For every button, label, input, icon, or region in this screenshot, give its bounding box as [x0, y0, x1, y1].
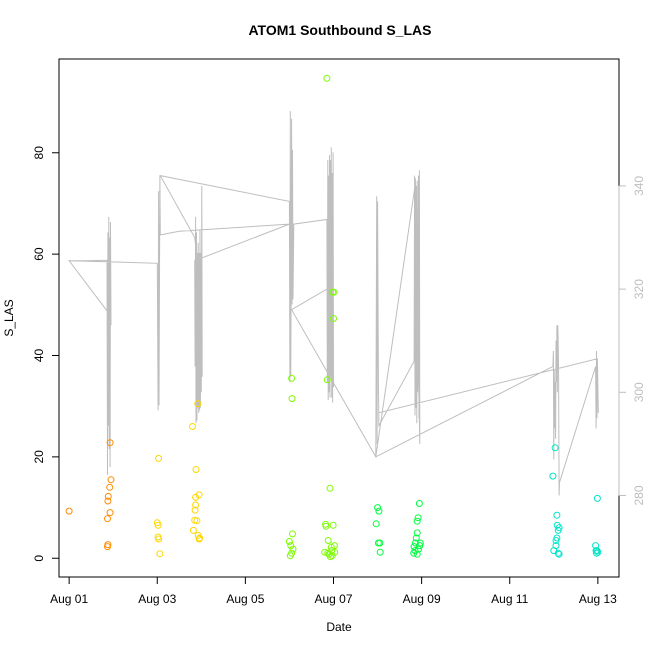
data-point — [553, 534, 561, 542]
data-point — [414, 514, 422, 522]
scatter-points — [65, 74, 602, 561]
y-tick-label: 60 — [32, 247, 46, 261]
data-point — [189, 423, 196, 430]
data-point — [326, 484, 334, 492]
data-point — [330, 315, 337, 322]
data-point — [289, 545, 297, 553]
right-tick-label: 340 — [632, 176, 646, 196]
x-tick-label: Aug 13 — [579, 592, 617, 606]
right-axis-series-line — [68, 111, 599, 496]
data-point — [415, 500, 423, 507]
data-point — [192, 501, 200, 509]
data-point — [374, 504, 382, 512]
data-point — [104, 497, 112, 505]
data-point — [412, 534, 420, 542]
data-point — [549, 472, 557, 480]
data-point — [65, 507, 73, 515]
x-tick-label: Aug 01 — [50, 592, 88, 606]
data-point — [285, 538, 293, 545]
data-point — [413, 529, 421, 537]
data-point — [155, 535, 163, 543]
x-axis-label: Date — [326, 620, 352, 634]
data-point — [553, 511, 561, 519]
data-point — [551, 444, 559, 452]
data-point — [593, 549, 600, 557]
data-point — [321, 548, 329, 556]
data-point — [193, 517, 201, 525]
right-axis-line — [68, 111, 599, 496]
data-point — [191, 506, 199, 514]
right-axis: 280 300 320 340 — [618, 176, 646, 505]
right-tick-label: 280 — [632, 485, 646, 505]
data-point — [593, 494, 601, 502]
data-point — [195, 491, 203, 499]
data-point — [106, 439, 114, 447]
x-tick-label: Aug 05 — [226, 592, 264, 606]
x-tick-label: Aug 03 — [138, 592, 176, 606]
data-point — [196, 534, 204, 542]
data-point — [376, 539, 384, 547]
right-tick-label: 300 — [632, 382, 646, 402]
y-tick-label: 80 — [32, 146, 46, 160]
data-point — [323, 376, 331, 384]
data-point — [413, 550, 421, 558]
x-tick-label: Aug 11 — [491, 592, 528, 606]
data-point — [323, 74, 331, 82]
data-point — [555, 524, 563, 532]
data-point — [331, 548, 339, 556]
x-tick-label: Aug 09 — [403, 592, 441, 606]
y-tick-label: 40 — [32, 349, 46, 363]
data-point — [107, 476, 115, 484]
y-axis-label: S_LAS — [2, 299, 16, 336]
data-point — [322, 522, 330, 530]
data-point — [324, 537, 332, 544]
data-point — [288, 549, 296, 557]
y-tick-label: 0 — [32, 555, 46, 562]
data-point — [372, 520, 380, 528]
x-tick-label: Aug 07 — [314, 592, 352, 606]
data-point — [194, 400, 202, 408]
y-tick-label: 20 — [32, 450, 46, 464]
data-point — [330, 288, 338, 296]
data-point — [326, 553, 334, 561]
right-tick-label: 320 — [632, 279, 646, 299]
data-point — [416, 539, 424, 547]
data-point — [415, 545, 422, 553]
data-point — [189, 526, 197, 534]
data-point — [154, 521, 162, 529]
x-axis: Aug 01 Aug 03 Aug 05 Aug 07 Aug 09 Aug 11 Aug … — [50, 576, 617, 606]
data-point — [104, 515, 111, 523]
plot-frame — [58, 58, 620, 578]
data-point — [554, 549, 562, 557]
data-point — [413, 517, 421, 525]
data-point — [288, 374, 296, 382]
data-point — [287, 542, 295, 550]
data-point — [155, 454, 163, 462]
data-point — [288, 395, 296, 403]
data-point — [106, 483, 114, 491]
data-point — [555, 550, 563, 558]
data-point — [416, 542, 424, 550]
data-point — [104, 541, 112, 549]
data-point — [411, 547, 419, 555]
data-point — [329, 521, 337, 529]
data-point — [192, 466, 200, 473]
data-point — [592, 542, 600, 550]
data-point — [289, 530, 296, 538]
data-point — [104, 492, 112, 500]
data-point — [594, 548, 602, 556]
chart-title: ATOM1 Southbound S_LAS — [248, 22, 431, 38]
data-point — [330, 542, 338, 550]
y-axis: 0 20 40 60 80 — [32, 146, 60, 562]
data-point — [376, 548, 384, 556]
data-point — [375, 507, 383, 515]
data-point — [106, 509, 114, 517]
data-point — [156, 550, 164, 558]
data-point — [552, 542, 560, 550]
